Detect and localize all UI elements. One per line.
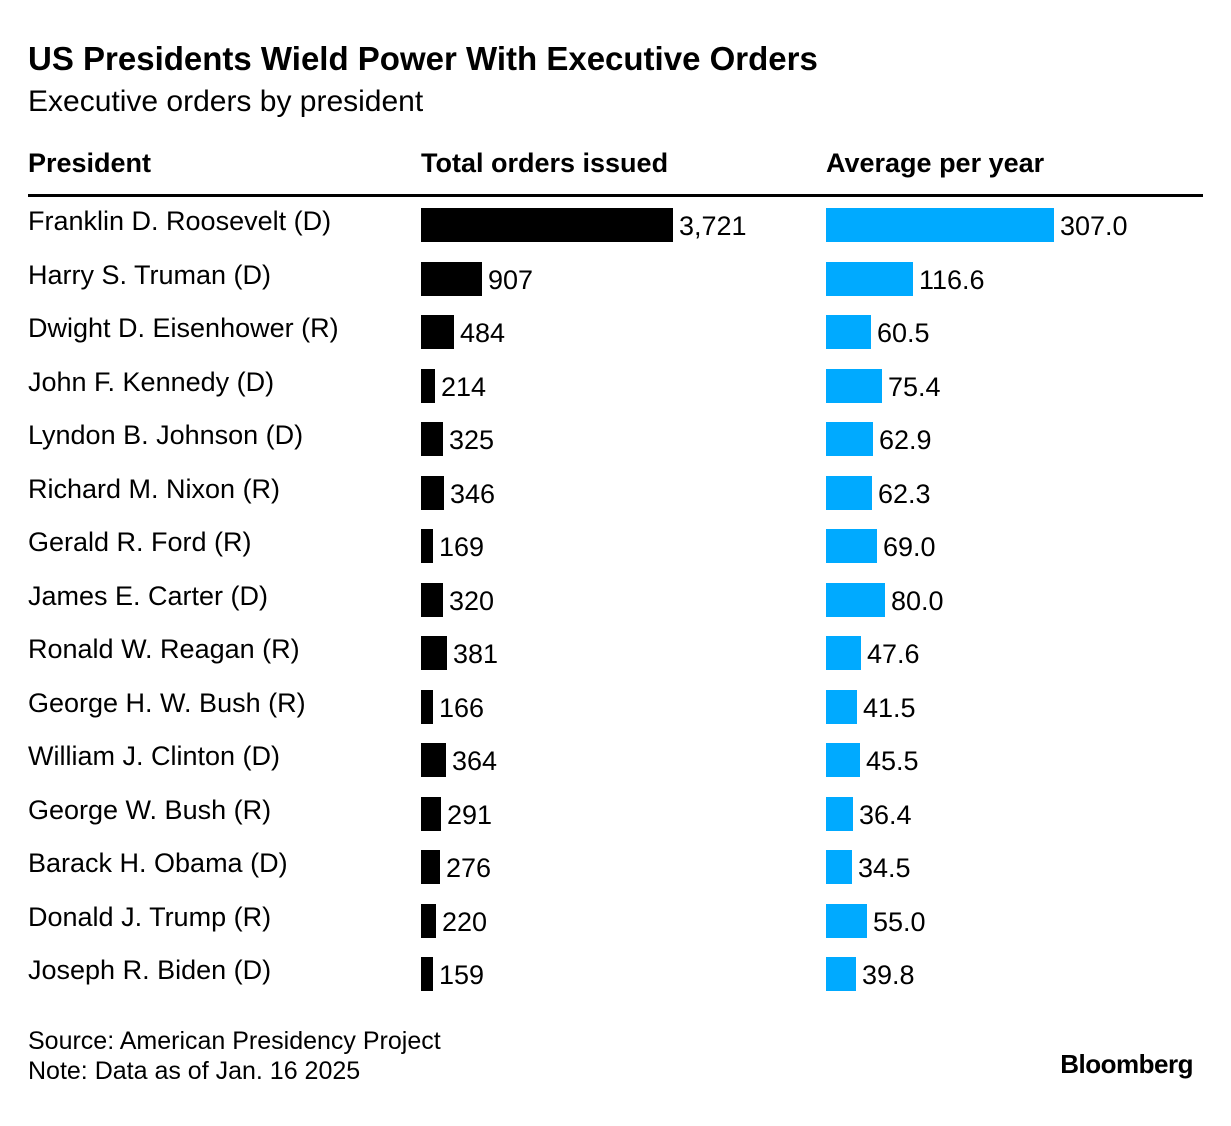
average-per-year-bar (826, 369, 882, 403)
row-label: Donald J. Trump (R) (28, 902, 272, 932)
column-header-average: Average per year (826, 148, 1045, 178)
row-label: Joseph R. Biden (D) (28, 955, 272, 985)
row-label: Harry S. Truman (D) (28, 260, 272, 290)
total-orders-bar (421, 476, 444, 510)
average-per-year-label: 39.8 (862, 960, 915, 990)
row-label: Dwight D. Eisenhower (R) (28, 313, 339, 343)
row-label: Richard M. Nixon (R) (28, 474, 281, 504)
average-per-year-bar (826, 690, 857, 724)
average-per-year-label: 62.9 (879, 425, 932, 455)
average-per-year-label: 80.0 (891, 586, 944, 616)
row-label: George W. Bush (R) (28, 795, 272, 825)
average-per-year-label: 55.0 (873, 907, 926, 937)
average-per-year-label: 307.0 (1060, 211, 1128, 241)
chart-subtitle: Executive orders by president (28, 85, 424, 118)
average-per-year-label: 45.5 (866, 746, 919, 776)
total-orders-bar (421, 690, 433, 724)
average-per-year-bar (826, 636, 861, 670)
average-per-year-label: 41.5 (863, 693, 916, 723)
average-per-year-bar (826, 743, 860, 777)
average-per-year-bar (826, 315, 871, 349)
total-orders-bar (421, 850, 440, 884)
average-per-year-bar (826, 476, 872, 510)
total-orders-label: 3,721 (679, 211, 747, 241)
total-orders-label: 220 (442, 907, 488, 937)
total-orders-bar (421, 583, 443, 617)
total-orders-label: 159 (439, 960, 485, 990)
average-per-year-label: 47.6 (867, 639, 920, 669)
row-label: Barack H. Obama (D) (28, 848, 288, 878)
average-per-year-bar (826, 422, 873, 456)
average-per-year-label: 60.5 (877, 318, 930, 348)
average-per-year-label: 62.3 (878, 479, 931, 509)
total-orders-label: 381 (453, 639, 499, 669)
total-orders-bar (421, 262, 482, 296)
row-label: George H. W. Bush (R) (28, 688, 306, 718)
header-divider (28, 194, 1203, 197)
average-per-year-bar (826, 262, 913, 296)
column-header-total: Total orders issued (421, 148, 669, 178)
total-orders-label: 346 (450, 479, 496, 509)
total-orders-bar (421, 743, 446, 777)
average-per-year-bar (826, 797, 853, 831)
total-orders-bar (421, 904, 436, 938)
total-orders-bar (421, 529, 433, 563)
average-per-year-bar (826, 904, 867, 938)
total-orders-bar (421, 315, 454, 349)
average-per-year-bar (826, 850, 852, 884)
total-orders-label: 166 (439, 693, 485, 723)
column-header-president: President (28, 148, 152, 178)
total-orders-label: 169 (439, 532, 485, 562)
data-note: Note: Data as of Jan. 16 2025 (28, 1057, 361, 1085)
row-label: Lyndon B. Johnson (D) (28, 420, 304, 450)
chart-title: US Presidents Wield Power With Executive… (28, 40, 818, 77)
row-label: John F. Kennedy (D) (28, 367, 275, 397)
row-label: Franklin D. Roosevelt (D) (28, 206, 332, 236)
total-orders-label: 364 (452, 746, 498, 776)
total-orders-bar (421, 797, 441, 831)
bloomberg-logo: Bloomberg (1060, 1049, 1193, 1079)
average-per-year-bar (826, 583, 885, 617)
average-per-year-label: 75.4 (888, 372, 941, 402)
total-orders-label: 214 (441, 372, 487, 402)
total-orders-label: 276 (446, 853, 492, 883)
total-orders-label: 320 (449, 586, 495, 616)
average-per-year-label: 36.4 (859, 800, 912, 830)
total-orders-label: 484 (460, 318, 506, 348)
average-per-year-bar (826, 957, 856, 991)
total-orders-bar (421, 422, 443, 456)
average-per-year-label: 34.5 (858, 853, 911, 883)
average-per-year-label: 69.0 (883, 532, 936, 562)
total-orders-label: 325 (449, 425, 495, 455)
source-note: Source: American Presidency Project (28, 1027, 441, 1055)
total-orders-label: 907 (488, 265, 534, 295)
average-per-year-label: 116.6 (919, 265, 985, 295)
total-orders-bar (421, 208, 673, 242)
row-label: Gerald R. Ford (R) (28, 527, 252, 557)
row-label: Ronald W. Reagan (R) (28, 634, 300, 664)
average-per-year-bar (826, 208, 1054, 242)
row-label: James E. Carter (D) (28, 581, 269, 611)
row-label: William J. Clinton (D) (28, 741, 281, 771)
total-orders-bar (421, 636, 447, 670)
total-orders-bar (421, 957, 433, 991)
total-orders-label: 291 (447, 800, 493, 830)
average-per-year-bar (826, 529, 877, 563)
total-orders-bar (421, 369, 435, 403)
